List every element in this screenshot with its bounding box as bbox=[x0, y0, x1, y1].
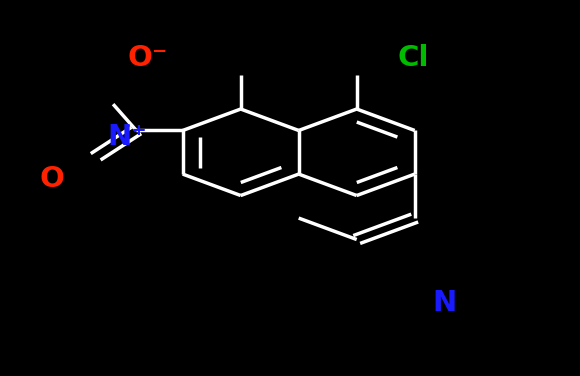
Text: O: O bbox=[39, 165, 64, 193]
Text: Cl: Cl bbox=[397, 44, 429, 72]
Text: N: N bbox=[432, 289, 456, 317]
Text: O⁻: O⁻ bbox=[128, 44, 168, 72]
Text: N⁺: N⁺ bbox=[107, 123, 147, 151]
